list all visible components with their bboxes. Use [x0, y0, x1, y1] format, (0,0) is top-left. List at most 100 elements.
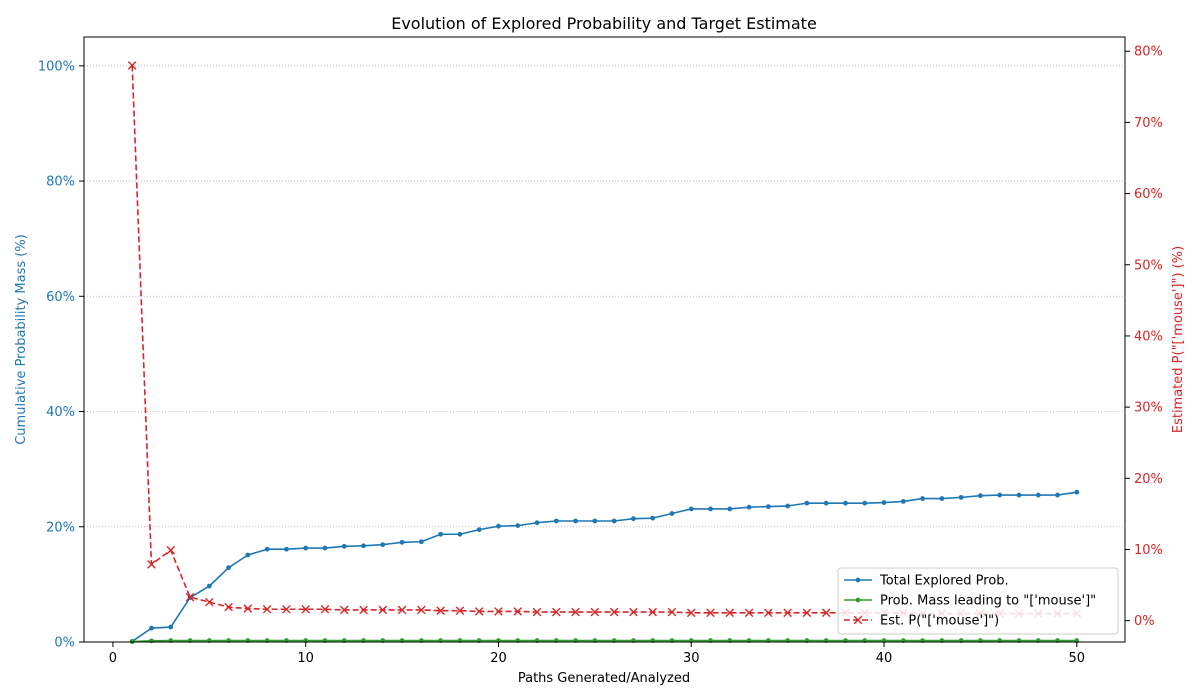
- x-tick-label: 50: [1069, 651, 1086, 666]
- data-point: [284, 546, 289, 552]
- right-tick-label: 50%: [1134, 258, 1163, 273]
- data-point: [282, 604, 291, 614]
- series-line: [132, 639, 1077, 643]
- data-point: [1035, 492, 1041, 498]
- data-point: [843, 500, 848, 506]
- legend-marker: [855, 577, 861, 583]
- legend: Total Explored Prob. Prob. Mass leading t…: [837, 567, 1119, 635]
- legend-entry: Prob. Mass leading to "['mouse']": [844, 594, 1096, 609]
- right-tick-label: 20%: [1134, 472, 1163, 487]
- data-point: [746, 504, 752, 510]
- x-axis-label: Paths Generated/Analyzed: [518, 671, 690, 686]
- legend-marker: [853, 615, 863, 625]
- data-point: [127, 61, 137, 70]
- data-point: [686, 608, 696, 618]
- data-point: [359, 605, 368, 615]
- data-point: [205, 597, 214, 607]
- x-axis: 0 10 20 30 40 50: [109, 642, 1085, 666]
- series-line: [131, 491, 1077, 643]
- x-tick-label: 20: [490, 651, 507, 666]
- data-point: [821, 608, 831, 618]
- data-point: [783, 608, 792, 618]
- data-point: [185, 592, 195, 602]
- data-point: [301, 604, 310, 614]
- data-point: [262, 604, 272, 614]
- left-tick-label: 100%: [38, 59, 75, 74]
- right-tick-label: 30%: [1134, 401, 1163, 416]
- legend-marker: [855, 597, 861, 603]
- data-point: [590, 607, 600, 617]
- data-point: [823, 500, 829, 506]
- left-tick-label: 80%: [46, 175, 75, 190]
- series-1: [129, 489, 1080, 644]
- data-point: [168, 624, 174, 630]
- data-point: [592, 518, 598, 524]
- data-point: [609, 607, 619, 617]
- data-point: [417, 605, 426, 615]
- data-point: [438, 531, 444, 537]
- data-point: [631, 516, 636, 522]
- data-point: [494, 607, 503, 616]
- left-tick-label: 60%: [46, 290, 75, 305]
- data-point: [552, 607, 561, 617]
- data-point: [455, 606, 465, 615]
- data-point: [900, 499, 906, 504]
- data-point: [532, 607, 542, 617]
- legend-label: Est. P("['mouse']"): [880, 614, 999, 629]
- data-point: [264, 546, 270, 552]
- data-point: [476, 527, 482, 533]
- data-point: [978, 493, 983, 499]
- left-tick-label: 40%: [46, 405, 75, 420]
- data-point: [765, 504, 771, 509]
- data-point: [862, 500, 868, 506]
- data-point: [648, 607, 657, 617]
- data-point: [785, 503, 791, 509]
- x-tick-label: 30: [683, 651, 700, 666]
- right-axis-label: Estimated P("['mouse']") (%): [1171, 246, 1186, 433]
- data-point: [534, 520, 540, 526]
- data-point: [243, 604, 253, 613]
- data-point: [920, 496, 925, 501]
- data-point: [513, 607, 523, 616]
- data-point: [245, 552, 251, 558]
- data-point: [939, 496, 945, 501]
- data-point: [224, 602, 233, 612]
- data-point: [303, 545, 309, 551]
- right-tick-label: 70%: [1134, 116, 1163, 131]
- left-tick-label: 0%: [54, 636, 75, 651]
- data-point: [322, 545, 328, 551]
- data-point: [727, 506, 733, 512]
- data-point: [804, 500, 810, 506]
- data-point: [802, 608, 812, 618]
- data-point: [669, 511, 675, 516]
- data-point: [147, 560, 156, 569]
- data-point: [629, 607, 638, 617]
- data-point: [378, 605, 388, 615]
- data-point: [474, 607, 484, 616]
- left-tick-label: 20%: [46, 520, 75, 535]
- left-axis: 0% 20% 40% 60% 80% 100%: [38, 59, 84, 651]
- data-point: [339, 605, 349, 615]
- data-point: [399, 539, 405, 545]
- data-point: [1016, 492, 1022, 498]
- right-tick-label: 0%: [1134, 614, 1155, 629]
- data-point: [611, 518, 617, 524]
- data-point: [166, 545, 176, 555]
- data-point: [553, 518, 559, 524]
- legend-label: Prob. Mass leading to "['mouse']": [880, 594, 1096, 609]
- right-tick-label: 10%: [1134, 543, 1163, 558]
- data-point: [667, 607, 677, 617]
- data-point: [997, 492, 1003, 498]
- data-point: [515, 523, 521, 529]
- chart-title: Evolution of Explored Probability and Ta…: [391, 14, 817, 33]
- legend-box: [837, 567, 1119, 635]
- right-tick-label: 80%: [1134, 45, 1163, 60]
- data-point: [744, 608, 754, 618]
- data-point: [380, 542, 386, 548]
- data-point: [571, 607, 580, 617]
- legend-label: Total Explored Prob.: [879, 574, 1009, 589]
- data-point: [708, 506, 713, 512]
- left-axis-label: Cumulative Probability Mass (%): [14, 234, 29, 445]
- data-point: [341, 543, 347, 549]
